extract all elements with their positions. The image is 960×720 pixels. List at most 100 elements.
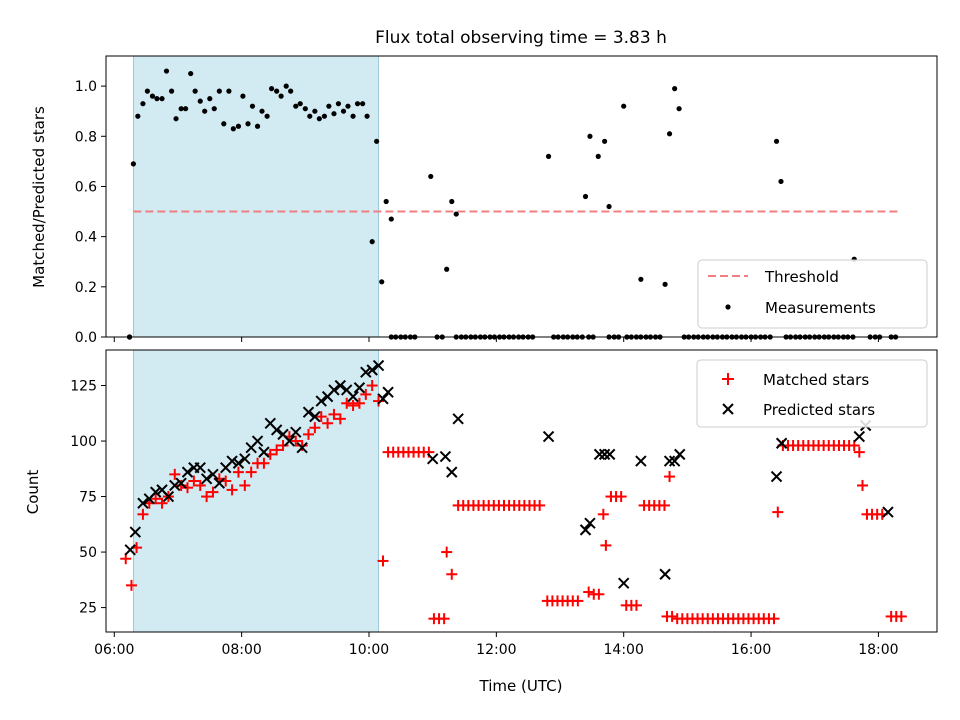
bottom-panel: 25 50 75 100 125 06:00 08:00 10:00 12:00 14:00 16… <box>24 349 938 695</box>
measurement-point <box>202 108 208 114</box>
measurement-point <box>312 108 318 114</box>
predicted-star-marker <box>659 568 671 580</box>
predicted-star-marker <box>207 468 219 481</box>
x-stroke-b <box>194 461 206 474</box>
matched-star-marker <box>334 413 346 425</box>
measurement-point <box>274 88 280 94</box>
predicted-star-marker <box>309 410 321 423</box>
x-stroke-b <box>200 473 213 485</box>
predicted-star-marker <box>584 517 596 529</box>
measurement-point <box>340 108 347 114</box>
predicted-star-marker <box>603 448 616 461</box>
predicted-star-marker <box>674 448 686 461</box>
x-stroke-b <box>162 490 175 503</box>
x-stroke-b <box>598 448 611 461</box>
bottom-shaded-span <box>132 349 379 633</box>
x-stroke-b <box>277 428 289 441</box>
matched-star-marker <box>664 471 676 483</box>
figure-title: Flux total observing time = 3.83 h <box>375 28 667 48</box>
matched-star-marker <box>446 568 458 580</box>
measurement-point <box>335 101 342 107</box>
measurement-point <box>163 68 170 74</box>
measurement-point <box>672 86 678 92</box>
x-tick-label: 18:00 <box>858 642 898 658</box>
measurement-point <box>331 111 337 117</box>
measurement-point <box>621 103 627 109</box>
measurement-point <box>159 96 165 102</box>
measurement-point <box>428 173 434 180</box>
measurement-point <box>587 133 593 139</box>
predicted-star-marker <box>124 544 136 556</box>
bottom-y-axis-ticks: 25 50 75 100 125 <box>70 379 106 617</box>
x-stroke-b <box>302 406 315 418</box>
predicted-star-marker <box>258 446 270 458</box>
matched-star-marker <box>309 422 321 434</box>
measurement-point <box>364 113 370 119</box>
x-tick-label: 16:00 <box>731 642 771 658</box>
top-legend-box <box>697 259 928 329</box>
measurement-point <box>383 198 389 205</box>
x-stroke-b <box>315 395 327 407</box>
predicted-star-marker <box>882 506 894 518</box>
y-tick-label: 0.4 <box>75 230 97 246</box>
measurement-point <box>154 96 160 102</box>
top-x-axis-ticks <box>113 337 879 342</box>
measurement-point <box>326 103 332 109</box>
x-stroke-b <box>882 506 894 518</box>
predicted-star-marker <box>270 424 283 436</box>
measurement-point <box>321 113 328 119</box>
x-stroke-b <box>668 455 681 467</box>
measurement-point <box>182 106 189 112</box>
predicted-star-marker <box>439 450 452 463</box>
matched-star-marker <box>353 397 365 409</box>
measurement-point <box>297 101 303 107</box>
x-stroke-b <box>659 568 671 580</box>
measurement-point <box>307 113 313 119</box>
measurement-point <box>595 153 601 159</box>
matched-star-marker <box>360 388 372 400</box>
legend-matched-label: Matched stars <box>763 371 869 389</box>
measurement-point <box>254 123 261 129</box>
measurement-point <box>173 116 179 122</box>
x-stroke-b <box>226 455 238 467</box>
measurement-point <box>388 216 394 222</box>
measurement-point <box>245 121 251 127</box>
x-stroke-b <box>382 386 394 398</box>
measurement-point <box>226 88 232 94</box>
measurement-point <box>230 126 236 132</box>
matched-star-marker <box>182 482 194 494</box>
measurement-point <box>316 116 322 122</box>
matched-star-marker <box>593 588 605 600</box>
matched-star-marker <box>441 546 453 558</box>
x-stroke-b <box>258 446 270 458</box>
y-tick-label: 25 <box>79 601 97 617</box>
predicted-star-marker <box>296 441 308 454</box>
predicted-star-marker <box>663 455 676 467</box>
measurement-point <box>130 161 136 167</box>
matched-star-marker <box>600 539 612 551</box>
y-tick-label: 75 <box>79 490 97 506</box>
x-tick-label: 08:00 <box>221 642 261 658</box>
matched-star-marker <box>296 439 308 451</box>
measurement-point <box>235 123 242 129</box>
top-y-axis-ticks: 0.0 0.2 0.4 0.6 0.8 1.0 <box>75 79 106 346</box>
x-stroke-b <box>579 524 592 536</box>
predicted-star-marker <box>598 448 611 461</box>
measurement-point <box>216 88 222 94</box>
predicted-star-marker <box>372 359 385 372</box>
measurement-point <box>345 103 351 109</box>
matched-star-marker <box>853 446 865 458</box>
measurement-point <box>606 203 612 210</box>
predicted-star-marker <box>137 497 149 509</box>
matched-star-marker <box>207 486 219 498</box>
measurement-point <box>350 113 356 119</box>
x-stroke-b <box>239 453 251 465</box>
bottom-legend-box <box>696 359 928 428</box>
x-axis-label: Time (UTC) <box>479 677 563 695</box>
y-tick-label: 0.0 <box>75 330 97 346</box>
measurement-point <box>178 106 184 112</box>
matched-star-marker <box>188 475 200 487</box>
predicted-star-marker <box>169 479 181 492</box>
matched-star-marker <box>245 466 257 478</box>
matched-star-marker <box>583 586 595 598</box>
